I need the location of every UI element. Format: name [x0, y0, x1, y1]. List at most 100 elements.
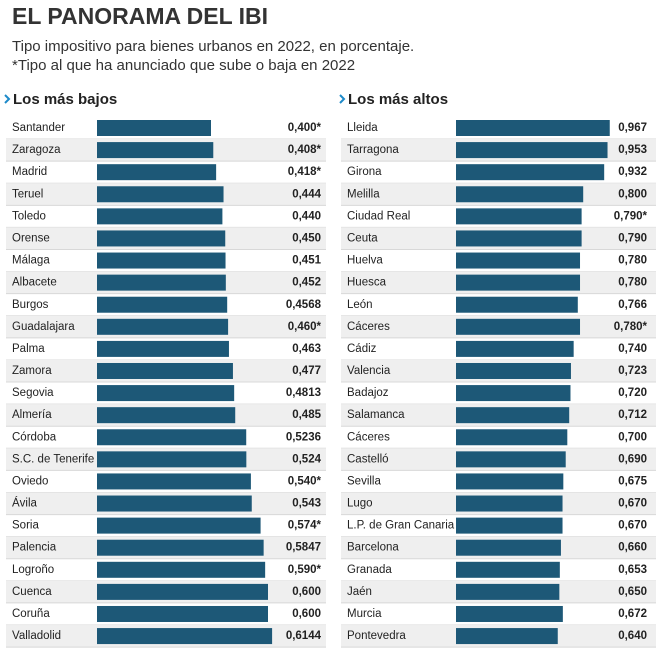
bar	[456, 230, 582, 247]
bar	[456, 318, 581, 335]
category-label: L.P. de Gran Canaria	[347, 520, 455, 532]
value-label: 0,700	[618, 431, 647, 443]
value-label: 0,712	[618, 409, 647, 421]
category-label: Ceuta	[347, 232, 378, 244]
bar	[456, 605, 563, 622]
bar	[456, 362, 571, 379]
value-label: 0,400*	[288, 122, 322, 134]
marker	[339, 94, 346, 104]
category-label: Guadalajara	[12, 321, 75, 333]
category-label: Lleida	[347, 122, 378, 134]
bar	[97, 495, 252, 512]
bar	[97, 318, 229, 335]
category-label: Segovia	[12, 387, 54, 399]
bar	[97, 517, 261, 534]
bar	[456, 296, 578, 313]
category-label: Madrid	[12, 166, 47, 178]
category-label: Toledo	[12, 210, 46, 222]
category-label: Málaga	[12, 255, 50, 267]
value-label: 0,451	[292, 255, 321, 267]
bar	[456, 407, 570, 424]
value-label: 0,5847	[286, 542, 321, 554]
category-label: Huelva	[347, 255, 383, 267]
category-label: Logroño	[12, 564, 54, 576]
category-label: Palencia	[12, 542, 57, 554]
value-label: 0,408*	[288, 144, 322, 156]
subtitle: Tipo impositivo para bienes urbanos en 2…	[12, 38, 414, 55]
note: *Tipo al que ha anunciado que sube o baj…	[12, 57, 355, 74]
category-label: Ávila	[12, 497, 38, 510]
value-label: 0,6144	[286, 630, 322, 642]
category-label: Huesca	[347, 277, 387, 289]
marker	[4, 94, 11, 104]
category-label: Cáceres	[347, 431, 390, 443]
bar	[456, 340, 574, 357]
value-label: 0,723	[618, 365, 647, 377]
category-label: Santander	[12, 122, 65, 134]
value-label: 0,463	[292, 343, 321, 355]
value-label: 0,640	[618, 630, 647, 642]
bar	[456, 164, 605, 181]
section-title: Los más bajos	[13, 91, 117, 108]
value-label: 0,672	[618, 608, 647, 620]
bar	[456, 495, 563, 512]
bar	[456, 473, 564, 490]
value-label: 0,650	[618, 586, 647, 598]
bar	[456, 385, 571, 402]
value-label: 0,932	[618, 166, 647, 178]
value-label: 0,690	[618, 453, 647, 465]
value-label: 0,485	[292, 409, 321, 421]
bar	[97, 164, 217, 181]
bar	[97, 407, 236, 424]
bar	[97, 252, 226, 269]
bar	[97, 429, 247, 446]
bar	[97, 385, 235, 402]
bar	[97, 539, 264, 556]
value-label: 0,670	[618, 520, 647, 532]
value-label: 0,444	[292, 188, 321, 200]
bar	[97, 605, 268, 622]
category-label: Zamora	[12, 365, 52, 377]
bar	[97, 142, 214, 159]
bar	[456, 208, 582, 225]
category-label: Jaén	[347, 586, 372, 598]
value-label: 0,780	[618, 255, 647, 267]
bar	[456, 274, 581, 291]
bar	[97, 583, 268, 600]
category-label: Salamanca	[347, 409, 405, 421]
category-label: Lugo	[347, 498, 373, 510]
category-label: S.C. de Tenerife	[12, 453, 94, 465]
bar	[456, 120, 610, 136]
category-label: Murcia	[347, 608, 382, 620]
value-label: 0,653	[618, 564, 647, 576]
category-label: Cuenca	[12, 586, 52, 598]
bar	[97, 362, 233, 379]
bar	[456, 539, 561, 556]
category-label: Cádiz	[347, 343, 377, 355]
category-label: Albacete	[12, 277, 57, 289]
category-label: León	[347, 299, 373, 311]
bar	[456, 451, 566, 468]
bar	[456, 561, 560, 578]
bar	[456, 429, 568, 446]
value-label: 0,790*	[614, 210, 648, 222]
category-label: Valencia	[347, 365, 391, 377]
category-label: Coruña	[12, 608, 50, 620]
value-label: 0,675	[618, 475, 647, 487]
category-label: Granada	[347, 564, 392, 576]
category-label: Valladolid	[12, 630, 61, 642]
category-label: Sevilla	[347, 475, 381, 487]
value-label: 0,780*	[614, 321, 648, 333]
value-label: 0,540*	[288, 475, 322, 487]
bar	[456, 252, 581, 269]
category-label: Soria	[12, 520, 39, 532]
bar	[97, 120, 211, 136]
value-label: 0,452	[292, 277, 321, 289]
bar	[97, 230, 226, 247]
value-label: 0,660	[618, 542, 647, 554]
category-label: Orense	[12, 232, 50, 244]
value-label: 0,766	[618, 299, 647, 311]
value-label: 0,440	[292, 210, 321, 222]
value-label: 0,4568	[286, 299, 322, 311]
